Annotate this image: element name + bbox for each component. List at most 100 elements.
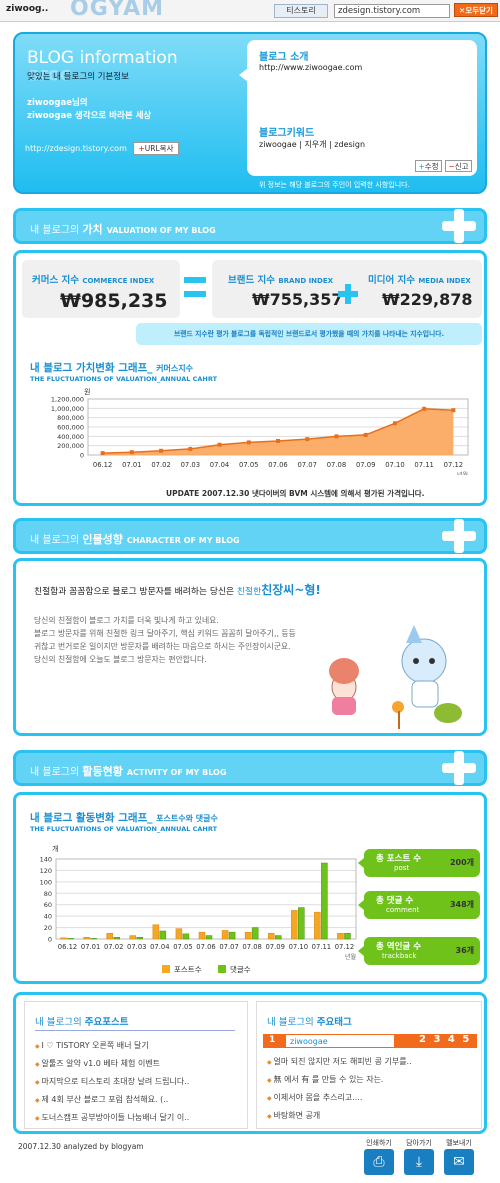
tab-tistory[interactable]: 티스토리 xyxy=(274,4,328,18)
tag-page-link[interactable]: 3 xyxy=(433,1034,448,1045)
character-text-4: 당신의 친절함에 오늘도 블로그 방문자는 편안합니다. xyxy=(34,655,207,664)
tag-post-link[interactable]: 바탕화면 공개 xyxy=(267,1110,412,1128)
post-link[interactable]: 마지막으로 티스토리 초대장 날려 드립니다.. xyxy=(35,1076,190,1094)
y-tick-label: 60 xyxy=(44,901,52,909)
character-heading: 내 블로그의 인물성향 CHARACTER OF MY BLOG xyxy=(30,533,240,546)
comment-bar xyxy=(136,937,144,940)
x-tick-label: 07.09 xyxy=(356,461,375,469)
close-all-button[interactable]: ✕모두닫기 xyxy=(454,3,498,17)
brand-index-note: 브랜드 지수란 평가 블로그를 독립적인 브랜드로서 평가했을 때의 가치를 나… xyxy=(136,323,482,345)
minus-icon: − xyxy=(448,162,455,171)
print-button[interactable]: 인쇄하기 ⎙ xyxy=(362,1138,396,1178)
x-tick-label: 07.07 xyxy=(219,943,238,951)
x-tick-label: 07.08 xyxy=(327,461,346,469)
legend-swatch xyxy=(162,965,170,973)
data-point xyxy=(305,437,310,442)
edit-button[interactable]: +수정 xyxy=(415,160,442,172)
value-graph-subtitle: THE FLUCTUATIONS OF VALUATION_ANNUAL CAH… xyxy=(30,375,218,383)
y-axis-unit: 개 xyxy=(52,844,58,853)
blog-url[interactable]: http://zdesign.tistory.com xyxy=(25,144,127,153)
data-point xyxy=(100,451,105,456)
commerce-label: 커머스 지수 COMMERCE INDEX xyxy=(32,275,155,286)
y-tick-label: 1,000,000 xyxy=(51,405,84,413)
post-link[interactable]: 알툴즈 알약 v1.0 베타 체험 이벤트 xyxy=(35,1058,189,1076)
info-subtitle: 맞있는 내 블로그의 기본정보 xyxy=(27,72,129,82)
y-tick-label: 600,000 xyxy=(57,424,84,432)
comment-bar xyxy=(90,938,97,940)
main-tags-box: 내 블로그의 주요태그 1 ziwoogae 2 3 4 5 얼마 되진 않지만… xyxy=(256,1001,482,1129)
x-tick-label: 07.07 xyxy=(297,461,316,469)
report-button[interactable]: −신고 xyxy=(445,160,472,172)
analyzed-note: 2007.12.30 analyzed by blogyam xyxy=(18,1142,144,1151)
mail-icon: ✉ xyxy=(444,1149,474,1175)
commerce-value: ₩985,235 xyxy=(60,290,168,312)
tag-name[interactable]: ziwoogae xyxy=(285,1034,395,1048)
y-tick-label: 100 xyxy=(40,878,52,886)
y-tick-label: 200,000 xyxy=(57,442,84,450)
posts-tags-section: 내 블로그의 주요포스트 I ♡ TISTORY 오른쪽 배너 달기알툴즈 알약… xyxy=(13,992,487,1134)
x-tick-label: 07.03 xyxy=(127,943,146,951)
plus-icon: + xyxy=(138,144,145,153)
x-tick-label: 07.10 xyxy=(385,461,404,469)
post-bar xyxy=(175,928,183,940)
data-point xyxy=(363,432,368,437)
media-label: 미디어 지수 MEDIA INDEX xyxy=(368,275,471,286)
tag-page-link[interactable]: 5 xyxy=(462,1034,472,1045)
activity-graph-title: 내 블로그 활동변화 그래프_ 포스트수와 댓글수 xyxy=(30,812,218,824)
y-tick-label: 800,000 xyxy=(57,414,84,422)
comment-bar xyxy=(182,933,190,940)
x-tick-label: 06.12 xyxy=(58,943,77,951)
post-bar xyxy=(60,937,67,940)
tag-page-link[interactable]: 4 xyxy=(447,1034,463,1045)
email-button[interactable]: 멜보내기 ✉ xyxy=(442,1138,476,1178)
legend-label: 포스트수 xyxy=(174,965,202,974)
y-tick-label: 80 xyxy=(44,890,52,898)
valuation-heading: 내 블로그의 가치 VALUATION OF MY BLOG xyxy=(30,223,216,236)
plus-icon: + xyxy=(418,162,425,171)
post-count-box: 총 포스트 수 post 200개 xyxy=(358,849,480,877)
keyword-value: ziwoogae | 지우개 | zdesign xyxy=(259,140,366,149)
y-tick-label: 400,000 xyxy=(57,433,84,441)
bubble-pointer xyxy=(239,68,248,82)
character-headline: 친절함과 꼼꼼함으로 블로그 방문자를 배려하는 당신은 친절한친장씨~형! xyxy=(34,583,321,597)
x-tick-label: 07.11 xyxy=(414,461,433,469)
data-point xyxy=(217,442,222,447)
x-tick-label: 07.04 xyxy=(150,943,169,951)
tag-page-link[interactable]: 2 xyxy=(419,1034,434,1045)
main-posts-box: 내 블로그의 주요포스트 I ♡ TISTORY 오른쪽 배너 달기알툴즈 알약… xyxy=(24,1001,248,1129)
character-section: 친절함과 꼼꼼함으로 블로그 방문자를 배려하는 당신은 친절한친장씨~형! 당… xyxy=(13,558,487,736)
character-header: 내 블로그의 인물성향 CHARACTER OF MY BLOG xyxy=(13,518,487,554)
brand-label: 브랜드 지수 BRAND INDEX xyxy=(228,275,334,286)
tag-post-link[interactable]: 이제서야 몸을 추스리고.... xyxy=(267,1092,412,1110)
value-graph-title: 내 블로그 가치변화 그래프_ 커머스지수 xyxy=(30,362,193,374)
download-button[interactable]: 담아가기 ⤓ xyxy=(402,1138,436,1178)
character-text-3: 귀찮고 번거로운 일이지만 방문자를 배려하는 마음으로 하시는 주인장이시군요… xyxy=(34,642,291,651)
character-text-2: 블로그 방문자를 위해 친절한 링크 달아주기, 핵심 키워드 꼼꼼히 달아주기… xyxy=(34,629,296,638)
address-field[interactable]: zdesign.tistory.com xyxy=(334,4,450,18)
commerce-box: 커머스 지수 COMMERCE INDEX ₩985,235 xyxy=(22,260,180,318)
data-point xyxy=(246,440,251,445)
printer-icon: ⎙ xyxy=(364,1149,394,1175)
x-tick-label: 07.03 xyxy=(181,461,200,469)
trackback-count-box: 총 역인글 수 trackback 36개 xyxy=(358,937,480,965)
data-point xyxy=(188,446,193,451)
info-bubble: 블로그 소개 http://www.ziwoogae.com 블로그키워드 zi… xyxy=(239,40,477,176)
tag-post-link[interactable]: 얼마 되진 않지만 저도 해피빈 콩 기부를.. xyxy=(267,1056,412,1074)
y-tick-label: 140 xyxy=(40,856,52,864)
x-tick-label: 07.01 xyxy=(122,461,141,469)
owner-line: ziwoogae님의 xyxy=(27,98,88,108)
url-copy-button[interactable]: +URL복사 xyxy=(133,142,179,155)
activity-header: 내 블로그의 활동현황 ACTIVITY OF MY BLOG xyxy=(13,750,487,786)
post-link[interactable]: I ♡ TISTORY 오른쪽 배너 달기 xyxy=(35,1040,189,1058)
main-posts-title: 내 블로그의 주요포스트 xyxy=(35,1017,129,1028)
data-point xyxy=(159,448,164,453)
x-axis-unit: 년월 xyxy=(457,471,468,475)
close-icon: ✕ xyxy=(459,6,466,15)
post-bar xyxy=(221,930,229,940)
tag-post-link[interactable]: 無 에서 有 를 만들 수 있는 자는. xyxy=(267,1074,412,1092)
post-link[interactable]: 도너스캠프 공부방아이들 나눔배너 달기 이.. xyxy=(35,1112,190,1130)
post-link[interactable]: 제 4회 부산 블로그 포럼 참석해요. (.. xyxy=(35,1094,189,1112)
comment-bar xyxy=(113,937,120,940)
y-tick-label: 40 xyxy=(44,913,52,921)
